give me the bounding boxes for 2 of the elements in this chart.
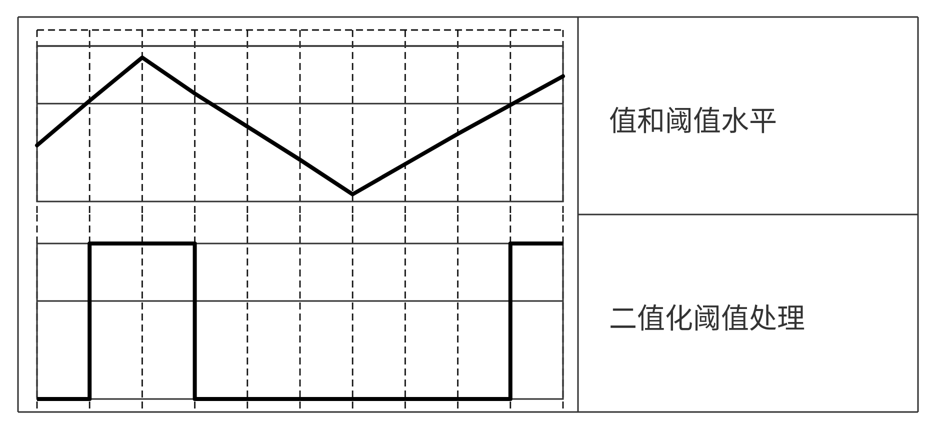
- annotation: 二值化阈值处理: [609, 302, 805, 335]
- annotation: 值和阈值水平: [609, 104, 777, 138]
